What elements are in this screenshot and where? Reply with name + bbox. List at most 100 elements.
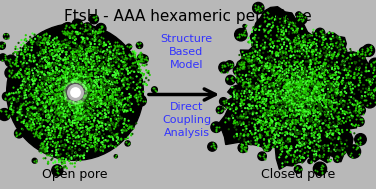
Point — [122, 97, 128, 100]
Point — [262, 89, 268, 92]
Point — [255, 77, 261, 80]
Point — [295, 60, 301, 64]
Point — [46, 84, 52, 88]
Point — [284, 85, 290, 88]
Point — [243, 91, 249, 94]
Point — [79, 40, 85, 43]
Point — [70, 62, 76, 65]
Point — [288, 77, 294, 80]
Point — [69, 123, 75, 126]
Point — [347, 111, 353, 114]
Point — [21, 78, 27, 81]
Circle shape — [125, 141, 130, 146]
Point — [60, 50, 66, 53]
Point — [297, 73, 303, 76]
Point — [229, 107, 235, 110]
Point — [296, 113, 302, 116]
Point — [302, 65, 308, 68]
Point — [311, 90, 317, 93]
Point — [269, 15, 275, 19]
Point — [305, 54, 311, 57]
Point — [99, 26, 105, 29]
Point — [103, 82, 109, 85]
Point — [287, 92, 293, 95]
Point — [294, 91, 300, 94]
Text: Structure
Based
Model: Structure Based Model — [161, 34, 212, 70]
Point — [296, 92, 302, 95]
Point — [57, 76, 63, 79]
Point — [369, 92, 375, 95]
Point — [294, 144, 300, 147]
Point — [24, 122, 30, 125]
Point — [317, 55, 323, 58]
Point — [237, 115, 243, 118]
Point — [83, 108, 89, 111]
Point — [309, 108, 315, 112]
Point — [58, 106, 64, 109]
Point — [252, 117, 258, 120]
Point — [297, 95, 303, 98]
Point — [328, 125, 334, 129]
Point — [39, 77, 45, 80]
Point — [292, 94, 298, 97]
Point — [35, 88, 41, 91]
Point — [70, 51, 76, 54]
Point — [309, 92, 315, 95]
Point — [272, 127, 278, 130]
Point — [72, 76, 78, 79]
Point — [263, 134, 269, 137]
Point — [96, 126, 102, 129]
Point — [83, 118, 89, 121]
Point — [294, 99, 300, 102]
Point — [89, 79, 96, 82]
Point — [85, 128, 91, 131]
Point — [82, 100, 88, 103]
Point — [338, 40, 344, 43]
Point — [335, 52, 341, 55]
Point — [74, 154, 80, 157]
Point — [62, 109, 68, 112]
Point — [40, 148, 46, 151]
Point — [233, 112, 239, 115]
Point — [91, 91, 97, 94]
Point — [268, 126, 274, 129]
Point — [253, 112, 259, 115]
Point — [76, 54, 82, 57]
Point — [231, 135, 237, 138]
Point — [34, 90, 40, 93]
Circle shape — [372, 85, 376, 94]
Point — [290, 22, 296, 25]
Point — [355, 146, 361, 149]
Point — [30, 32, 36, 35]
Point — [303, 92, 309, 95]
Point — [95, 96, 101, 99]
Point — [14, 117, 20, 120]
Point — [305, 113, 311, 116]
Point — [22, 91, 28, 94]
Point — [272, 95, 278, 98]
Point — [301, 121, 307, 124]
Point — [328, 74, 334, 77]
Point — [60, 75, 66, 78]
Point — [269, 69, 275, 72]
Point — [322, 134, 328, 137]
Point — [96, 89, 102, 92]
Point — [46, 154, 52, 157]
Point — [299, 93, 305, 96]
Point — [329, 89, 335, 92]
Circle shape — [43, 148, 47, 152]
Point — [27, 59, 33, 62]
Point — [121, 110, 127, 113]
Point — [37, 86, 43, 89]
Point — [56, 72, 62, 75]
Point — [264, 115, 270, 119]
Point — [296, 92, 302, 95]
Point — [67, 75, 73, 78]
Point — [278, 30, 284, 33]
Point — [81, 111, 87, 114]
Point — [114, 52, 120, 55]
Point — [38, 83, 44, 86]
Point — [77, 74, 83, 77]
Point — [333, 148, 339, 151]
Point — [317, 102, 323, 105]
